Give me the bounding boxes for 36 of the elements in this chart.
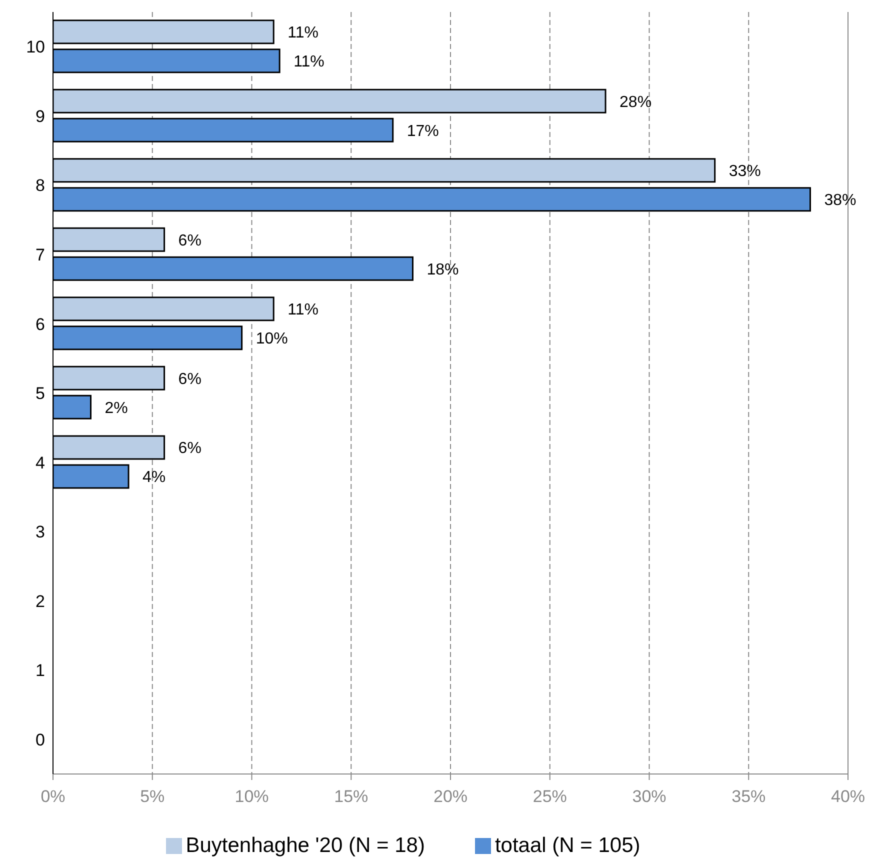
data-label: 28% [620, 94, 652, 111]
data-label: 10% [256, 330, 288, 348]
x-tick-label: 15% [334, 787, 368, 806]
data-label: 18% [426, 261, 459, 278]
x-tick-label: 35% [732, 787, 766, 806]
data-label: 33% [728, 163, 761, 180]
data-label: 6% [178, 232, 202, 250]
x-tick-label: 40% [830, 787, 866, 806]
data-label: 11% [288, 24, 318, 42]
legend-label: totaal (N = 105) [494, 834, 640, 857]
data-label: 2% [104, 400, 128, 417]
data-label: 38% [824, 192, 856, 210]
x-tick-label: 25% [532, 787, 567, 806]
x-tick-label: 30% [632, 787, 666, 806]
data-label: 6% [178, 440, 202, 458]
y-tick-label: 1 [36, 661, 45, 680]
data-label: 6% [178, 370, 202, 388]
data-label: 11% [288, 302, 318, 319]
x-tick-label: 20% [433, 787, 468, 806]
y-tick-label: 9 [36, 106, 45, 126]
x-tick-label: 0% [40, 787, 66, 806]
y-tick-label: 5 [36, 384, 45, 404]
y-tick-label: 10 [26, 38, 45, 57]
y-tick-label: 6 [36, 314, 45, 334]
y-tick-label: 7 [36, 245, 45, 264]
legend-label: Buytenhaghe '20 (N = 18) [186, 834, 425, 857]
y-tick-label: 2 [36, 592, 45, 611]
x-tick-label: 5% [140, 787, 165, 806]
data-label: 17% [406, 122, 439, 140]
y-tick-label: 3 [36, 522, 45, 542]
y-tick-label: 0 [36, 730, 45, 750]
x-tick-label: 10% [234, 787, 269, 806]
y-tick-label: 4 [36, 453, 45, 472]
data-label: 4% [142, 469, 166, 486]
y-tick-label: 8 [36, 176, 45, 196]
data-label: 11% [294, 53, 324, 70]
